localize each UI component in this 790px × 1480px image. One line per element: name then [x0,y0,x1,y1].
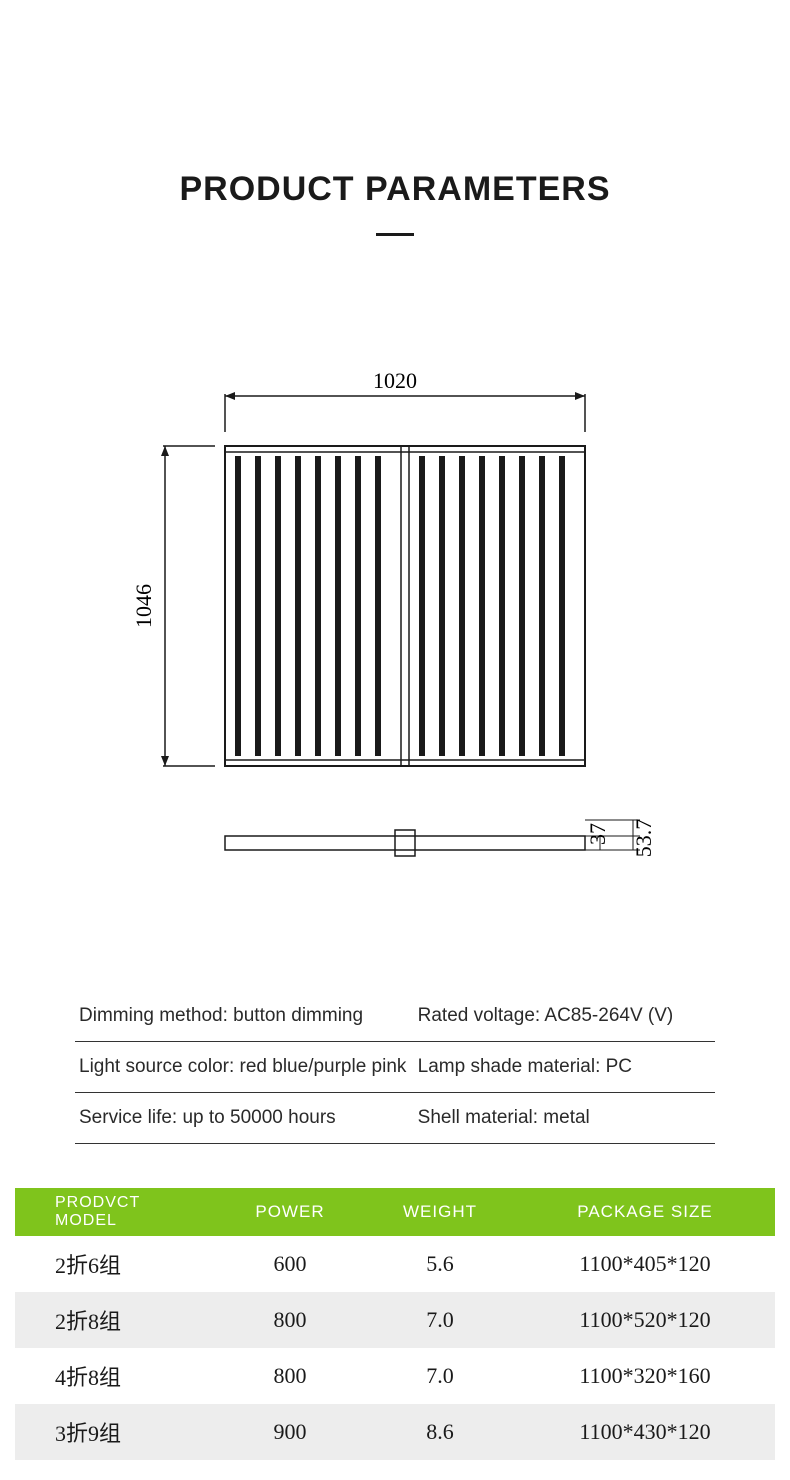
cell-model: 2折6组 [15,1248,215,1280]
cell-weight: 7.0 [365,1307,515,1333]
cell-power: 800 [215,1307,365,1333]
panel-left-bars [235,456,381,756]
col-header-pkg: PACKAGE SIZE [515,1202,775,1222]
spec-left: Dimming method: button dimming [79,1005,408,1027]
cell-model: 2折8组 [15,1304,215,1336]
col-header-weight: WEIGHT [365,1202,515,1222]
spec-row: Service life: up to 50000 hours Shell ma… [75,1093,715,1144]
table-row: 4折8组 800 7.0 1100*320*160 [15,1348,775,1404]
col-header-model: PRODVCT MODEL [15,1194,215,1229]
col-header-power: POWER [215,1202,365,1222]
cell-pkg: 1100*405*120 [515,1251,775,1277]
cell-weight: 8.6 [365,1419,515,1445]
cell-pkg: 1100*320*160 [515,1363,775,1389]
table-row: 2折6组 600 5.6 1100*405*120 [15,1236,775,1292]
cell-model: 3折9组 [15,1416,215,1448]
cell-power: 600 [215,1251,365,1277]
page-title: PRODUCT PARAMETERS [0,0,790,209]
dimension-diagram: 1020 1046 [85,366,705,901]
dim-side-h1: 37 [585,823,610,845]
model-table: PRODVCT MODEL POWER WEIGHT PACKAGE SIZE … [15,1188,775,1460]
cell-pkg: 1100*520*120 [515,1307,775,1333]
spec-list: Dimming method: button dimming Rated vol… [75,991,715,1144]
table-header: PRODVCT MODEL POWER WEIGHT PACKAGE SIZE [15,1188,775,1236]
spec-row: Dimming method: button dimming Rated vol… [75,991,715,1042]
spec-left: Light source color: red blue/purple pink [79,1056,408,1078]
cell-power: 800 [215,1363,365,1389]
dim-height-label: 1046 [131,584,156,628]
cell-power: 900 [215,1419,365,1445]
cell-weight: 5.6 [365,1251,515,1277]
spec-left: Service life: up to 50000 hours [79,1107,408,1129]
panel-right-bars [419,456,565,756]
cell-weight: 7.0 [365,1363,515,1389]
table-row: 3折9组 900 8.6 1100*430*120 [15,1404,775,1460]
cell-pkg: 1100*430*120 [515,1419,775,1445]
spec-right: Rated voltage: AC85-264V (V) [408,1005,711,1027]
spec-right: Shell material: metal [408,1107,711,1129]
spec-row: Light source color: red blue/purple pink… [75,1042,715,1093]
title-underline [376,233,414,236]
dim-width-label: 1020 [373,368,417,393]
dim-side-h2: 53.7 [631,819,656,858]
cell-model: 4折8组 [15,1360,215,1392]
table-row: 2折8组 800 7.0 1100*520*120 [15,1292,775,1348]
spec-right: Lamp shade material: PC [408,1056,711,1078]
